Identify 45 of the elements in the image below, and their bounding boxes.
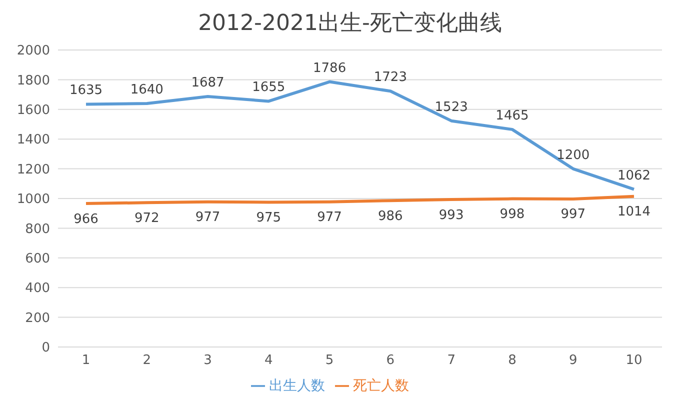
y-tick-label: 1200 [16,162,50,178]
data-label: 1523 [434,100,468,115]
x-tick-label: 9 [568,353,578,368]
x-tick-label: 8 [508,353,516,368]
y-tick-label: 400 [25,281,50,296]
data-label: 977 [195,210,220,226]
data-label: 997 [560,207,586,222]
data-label: 1687 [191,75,224,90]
data-label: 1723 [374,70,407,86]
y-tick-label: 1600 [16,103,50,118]
y-tick-label: 800 [25,222,50,237]
x-tick-label: 5 [325,353,334,368]
data-label: 1655 [252,80,286,96]
line-series [84,194,636,206]
data-label: 993 [438,208,464,223]
y-tick-label: 1000 [16,192,50,208]
data-label: 966 [74,212,98,227]
data-label: 1640 [130,82,164,98]
data-label: 1200 [556,148,590,163]
x-tick-label: 1 [82,353,90,368]
data-label: 1786 [313,60,346,76]
chart-title: 2012-2021出生-死亡变化曲线 [197,10,503,38]
y-tick-label: 200 [25,310,50,326]
data-label: 1635 [69,83,103,98]
y-tick-label: 1800 [16,73,50,88]
x-tick-label: 2 [142,353,152,368]
data-label: 986 [378,208,403,224]
data-label: 972 [134,210,160,226]
legend-label: 死亡人数 [353,378,409,394]
data-label: 977 [317,210,342,226]
x-tick-label: 6 [386,353,395,368]
data-label: 1465 [496,108,529,124]
y-tick-label: 2000 [16,44,50,59]
data-label: 975 [256,210,282,226]
x-tick-label: 7 [447,353,456,368]
x-tick-label: 3 [204,353,212,368]
legend-label: 出生人数 [269,378,325,394]
y-tick-label: 0 [42,340,50,356]
y-tick-label: 600 [25,252,50,267]
data-label: 1062 [617,168,651,184]
data-label: 998 [500,207,525,222]
x-tick-label: 10 [626,353,642,368]
data-label: 1014 [617,204,651,220]
y-tick-label: 1400 [16,132,50,148]
x-tick-label: 4 [264,353,273,368]
